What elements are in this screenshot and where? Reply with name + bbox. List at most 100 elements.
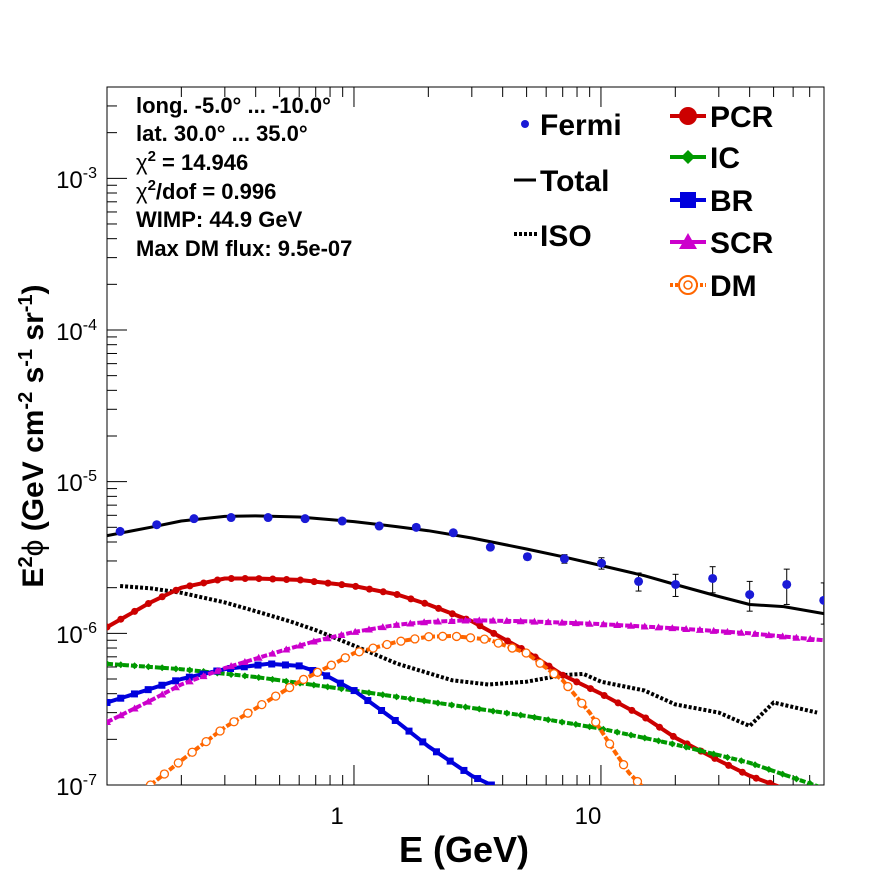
y-tick-label: 10-5 — [56, 468, 97, 497]
fermi-point — [782, 579, 792, 589]
scr-marker — [751, 629, 760, 637]
ic-marker — [282, 677, 290, 685]
br-marker — [107, 698, 111, 706]
br-marker — [378, 706, 386, 714]
dm-marker — [201, 736, 211, 747]
ic-marker — [737, 757, 745, 765]
scr-marker — [516, 617, 525, 625]
pcr-marker — [614, 699, 622, 707]
y-tick-label: 10-7 — [56, 772, 97, 801]
dm-marker — [284, 682, 295, 693]
scr-marker — [392, 620, 401, 628]
scr-marker — [626, 621, 635, 629]
ic-marker — [723, 753, 731, 761]
ic-marker — [696, 747, 704, 755]
scr-marker — [185, 677, 194, 685]
dm-marker — [243, 708, 253, 718]
br-marker — [254, 661, 262, 669]
legend-dm-marker-inner — [683, 280, 693, 290]
scr-marker — [530, 617, 539, 625]
scr-marker — [268, 649, 277, 657]
scr-marker — [171, 683, 180, 691]
pcr-marker — [352, 582, 360, 590]
ic-marker — [393, 693, 401, 701]
pcr-marker — [213, 576, 221, 584]
y-tick-label: 10-6 — [56, 620, 97, 649]
x-tick-label: 1 — [330, 803, 343, 830]
ic-marker — [255, 673, 263, 681]
dm-marker — [465, 633, 476, 643]
fermi-point — [374, 521, 384, 531]
br-marker — [309, 666, 317, 674]
ic-marker — [462, 703, 469, 711]
ic-marker — [475, 705, 483, 713]
dm-marker — [159, 769, 170, 779]
ic-marker — [613, 728, 621, 736]
scr-marker — [668, 624, 677, 632]
dm-marker — [298, 674, 309, 685]
ic-marker — [379, 691, 387, 699]
pcr-marker — [338, 581, 346, 589]
scr-marker — [378, 623, 387, 631]
dm-marker — [632, 776, 643, 785]
scr-marker — [199, 672, 208, 680]
dm-marker — [312, 667, 323, 677]
pcr-marker — [324, 579, 332, 587]
ic-marker — [117, 661, 125, 669]
ic-marker — [710, 750, 718, 758]
ic-marker — [241, 672, 249, 680]
scr-marker — [337, 630, 346, 638]
scr-marker — [489, 616, 498, 624]
pcr-marker — [669, 732, 677, 740]
fermi-point — [189, 514, 199, 524]
legend-fermi-label: Fermi — [540, 109, 622, 142]
pcr-marker — [628, 706, 636, 714]
scr-marker — [475, 616, 484, 624]
fermi-point — [745, 590, 755, 600]
legend-left: Fermi Total ISO — [514, 109, 622, 253]
scr-marker — [107, 718, 111, 726]
br-marker — [117, 694, 125, 702]
fermi-point — [671, 579, 681, 589]
dm-marker — [424, 632, 434, 642]
br-marker — [432, 748, 440, 756]
br-marker — [391, 716, 399, 724]
curve-total — [107, 514, 824, 616]
pcr-marker — [725, 761, 733, 769]
br-marker — [144, 686, 152, 694]
info-chi2-dof: χ2/dof = 0.996 — [136, 177, 276, 204]
ic-marker — [337, 685, 345, 693]
legend-pcr-marker — [679, 107, 697, 125]
dm-marker — [271, 691, 281, 701]
pcr-marker — [144, 600, 152, 608]
scr-marker — [640, 622, 649, 630]
info-wimp: WIMP: 44.9 GeV — [136, 207, 303, 232]
ic-marker — [806, 780, 814, 785]
pcr-marker — [421, 599, 429, 607]
dm-marker — [493, 638, 503, 648]
scr-marker — [571, 619, 580, 627]
legend-br-label: BR — [710, 185, 754, 218]
scr-marker — [502, 616, 511, 624]
axis-ticks — [106, 86, 825, 786]
scr-marker — [144, 697, 153, 705]
x-tick-label: 10 — [575, 803, 602, 830]
dm-marker — [618, 760, 629, 770]
ic-marker — [792, 775, 800, 783]
ic-marker — [655, 737, 663, 745]
ic-marker — [406, 695, 414, 703]
legend-dm-label: DM — [710, 270, 757, 303]
br-marker — [336, 679, 344, 687]
br-marker — [474, 775, 482, 783]
pcr-marker — [490, 629, 498, 637]
info-box: long. -5.0° ... -10.0° lat. 30.0° ... 35… — [136, 93, 352, 261]
br-marker — [487, 781, 495, 785]
ic-marker — [107, 660, 111, 668]
y-tick-label: 10-3 — [56, 165, 97, 194]
pcr-marker — [655, 723, 663, 731]
ic-marker — [268, 675, 276, 683]
legend-iso-label: ISO — [540, 220, 592, 253]
br-marker — [446, 757, 454, 765]
br-marker — [158, 681, 166, 689]
